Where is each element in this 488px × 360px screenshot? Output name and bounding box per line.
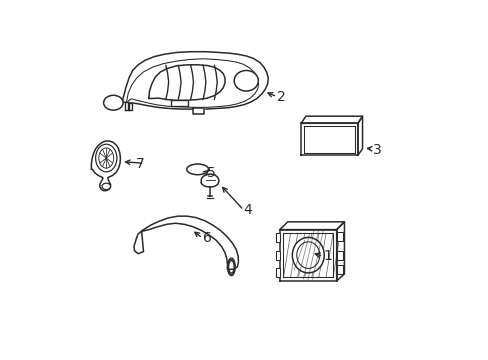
- Polygon shape: [301, 123, 357, 155]
- Ellipse shape: [186, 164, 208, 175]
- Ellipse shape: [292, 238, 324, 273]
- Ellipse shape: [96, 144, 117, 172]
- Polygon shape: [148, 65, 224, 100]
- Bar: [337, 265, 342, 274]
- Ellipse shape: [234, 71, 258, 91]
- Polygon shape: [357, 116, 362, 155]
- Polygon shape: [135, 216, 238, 269]
- Bar: [337, 232, 342, 241]
- Bar: [337, 251, 342, 260]
- Ellipse shape: [296, 242, 319, 269]
- Polygon shape: [279, 222, 344, 230]
- Text: 1: 1: [323, 249, 331, 263]
- Polygon shape: [301, 116, 362, 123]
- Text: 2: 2: [277, 90, 285, 104]
- Bar: [275, 233, 280, 242]
- Text: 5: 5: [206, 166, 215, 180]
- Polygon shape: [279, 230, 336, 281]
- Ellipse shape: [102, 183, 110, 190]
- Polygon shape: [171, 100, 187, 105]
- Polygon shape: [336, 222, 344, 281]
- Text: 3: 3: [372, 143, 381, 157]
- Polygon shape: [201, 174, 219, 187]
- Bar: [275, 251, 280, 260]
- Polygon shape: [125, 102, 128, 110]
- Polygon shape: [128, 103, 132, 110]
- Text: 6: 6: [203, 231, 211, 246]
- Polygon shape: [193, 108, 203, 114]
- Ellipse shape: [103, 95, 123, 110]
- Polygon shape: [122, 52, 268, 109]
- Text: 4: 4: [243, 203, 252, 217]
- Text: 7: 7: [135, 157, 144, 171]
- Bar: [275, 267, 280, 277]
- Polygon shape: [91, 141, 120, 191]
